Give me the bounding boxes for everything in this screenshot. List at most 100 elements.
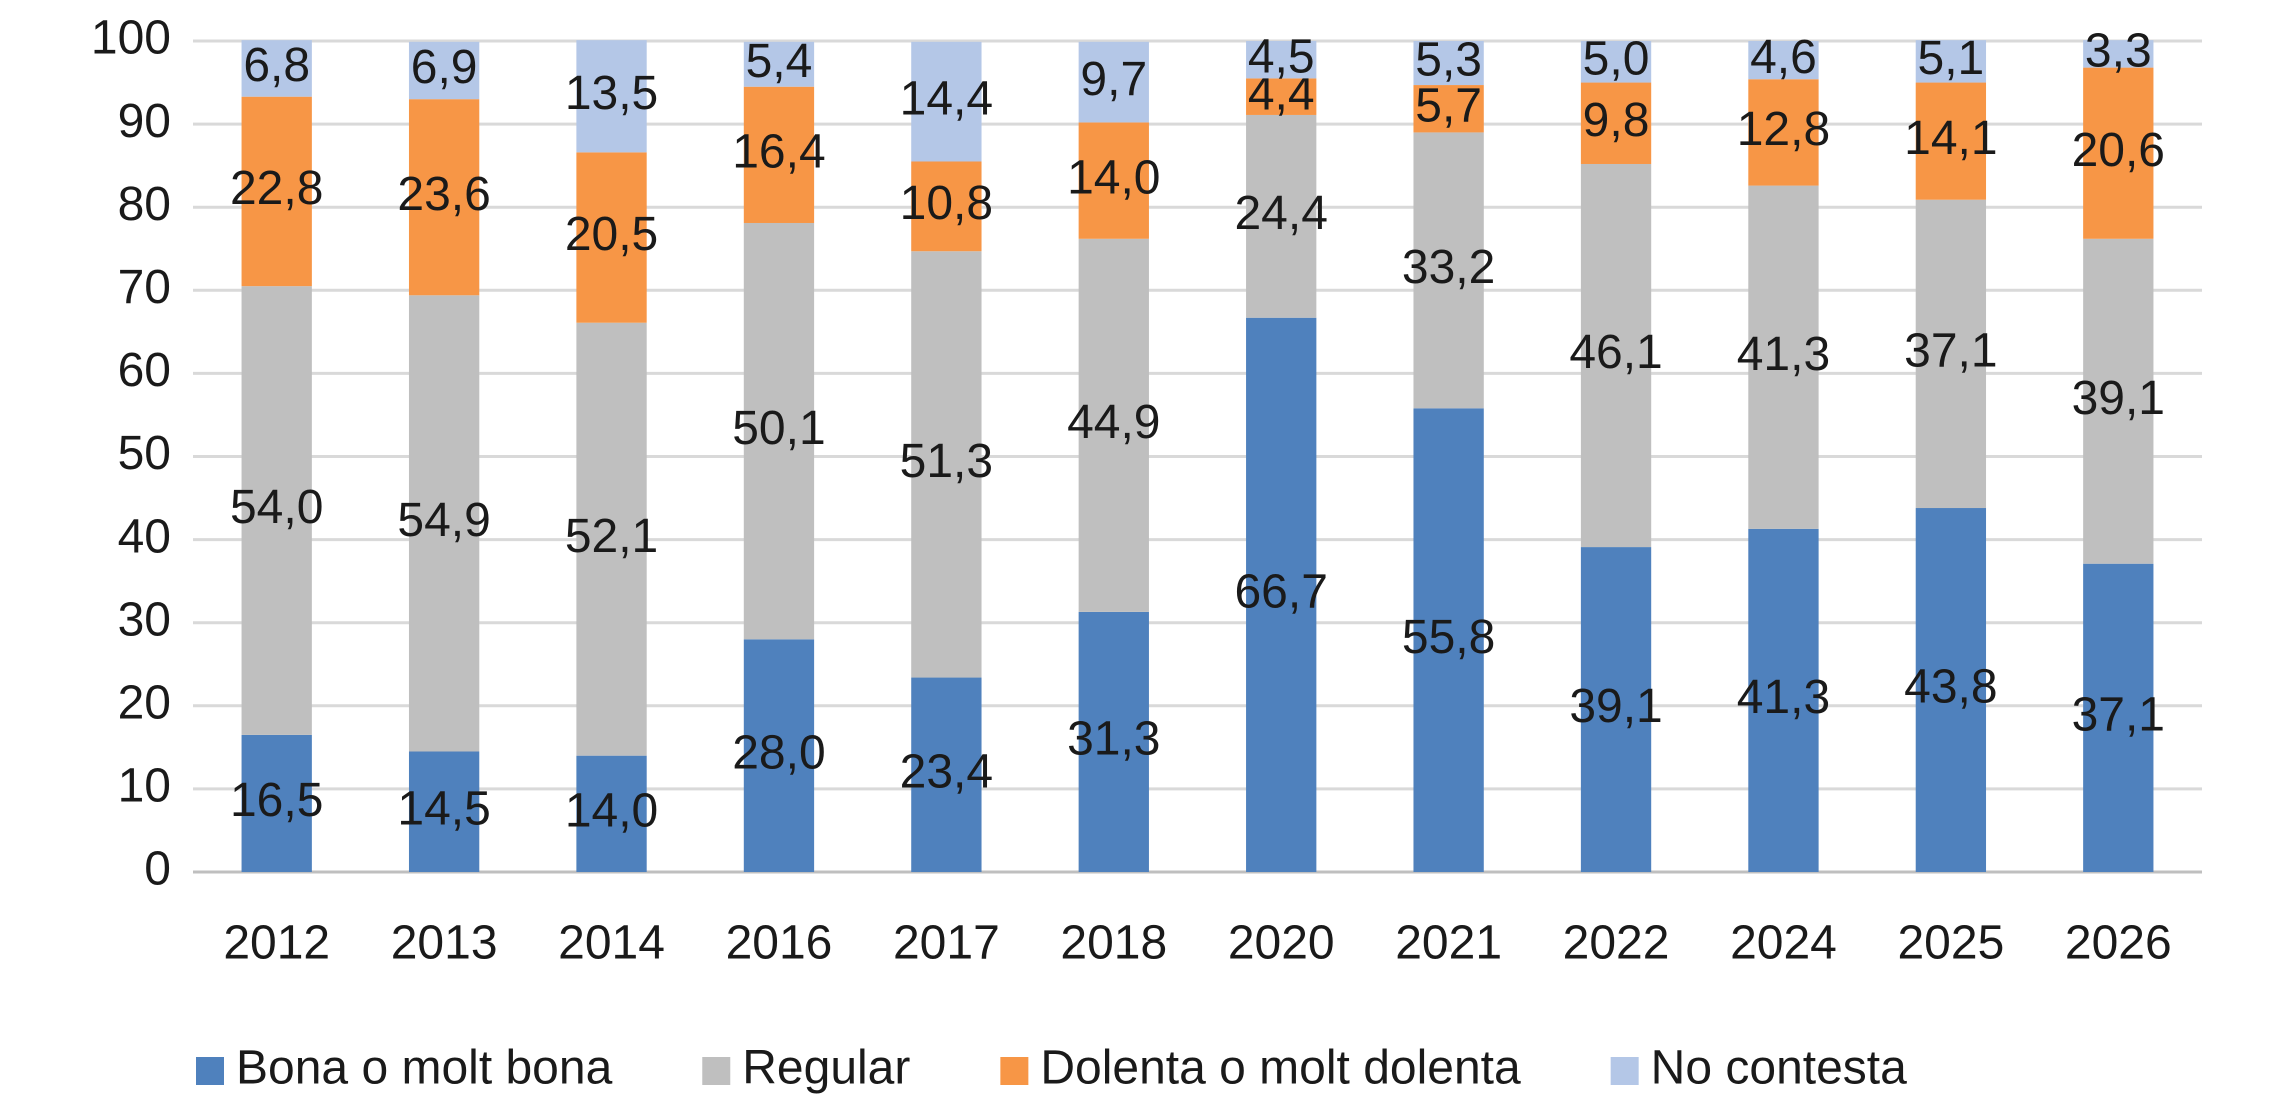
data-label: 55,8 — [1402, 611, 1495, 664]
bar-segment — [408, 99, 480, 296]
bar-segment — [1078, 41, 1149, 123]
bar-segment — [1748, 185, 1819, 529]
data-label: 5,3 — [1415, 34, 1482, 87]
data-label: 4,5 — [1248, 30, 1315, 83]
data-label: 9,8 — [1583, 94, 1650, 147]
bar-segment — [241, 40, 312, 97]
data-label: 43,8 — [1904, 661, 1997, 714]
data-label: 16,4 — [732, 126, 825, 179]
bar-segment — [1246, 114, 1317, 318]
data-label: 14,5 — [397, 782, 490, 835]
data-label: 4,6 — [1750, 31, 1817, 84]
x-tick-label: 2013 — [391, 917, 498, 970]
data-label: 28,0 — [732, 726, 825, 779]
data-label: 54,9 — [397, 494, 490, 547]
bar-segment — [408, 751, 480, 872]
y-tick-label: 70 — [118, 261, 171, 314]
legend-label: Regular — [742, 1042, 910, 1095]
y-tick-label: 10 — [118, 760, 171, 813]
legend-swatch — [702, 1057, 731, 1085]
data-label: 39,1 — [2072, 372, 2165, 425]
y-tick-label: 40 — [118, 510, 171, 563]
bar-segment — [1580, 41, 1652, 83]
x-tick-label: 2018 — [1060, 917, 1167, 970]
bar-segment — [1078, 122, 1149, 239]
data-label: 9,7 — [1080, 53, 1147, 106]
data-label: 5,4 — [746, 35, 813, 88]
bar-segment — [1078, 611, 1149, 872]
bar-segment — [1748, 79, 1819, 186]
x-tick-label: 2022 — [1563, 917, 1670, 970]
bar-segment — [911, 161, 982, 252]
data-label: 5,1 — [1918, 32, 1985, 85]
y-tick-label: 0 — [144, 843, 171, 896]
bar-segment — [1748, 41, 1819, 80]
y-tick-label: 90 — [118, 95, 171, 148]
data-label: 5,7 — [1415, 79, 1482, 132]
x-tick-label: 2016 — [726, 917, 833, 970]
bar-segment — [911, 41, 982, 162]
bar-segment — [2083, 67, 2154, 239]
data-label: 51,3 — [900, 435, 993, 488]
y-tick-label: 30 — [118, 593, 171, 646]
data-label: 46,1 — [1569, 326, 1662, 379]
data-label: 14,0 — [1067, 151, 1160, 204]
data-label: 14,4 — [900, 72, 993, 125]
x-tick-label: 2017 — [893, 917, 1000, 970]
legend-swatch — [196, 1057, 224, 1085]
bar-segment — [1580, 163, 1652, 548]
bar-segment — [1915, 82, 1987, 200]
bar-segment — [1246, 317, 1317, 872]
data-label: 10,8 — [900, 177, 993, 230]
bar-segment — [1915, 40, 1987, 83]
data-label: 14,0 — [565, 785, 658, 838]
data-label: 5,0 — [1583, 32, 1650, 85]
bar-segment — [241, 96, 312, 287]
bar-segment — [1413, 41, 1484, 86]
data-label: 66,7 — [1234, 566, 1327, 619]
data-label: 14,1 — [1904, 112, 1997, 165]
bar-segment — [576, 322, 647, 756]
y-tick-label: 20 — [118, 676, 171, 729]
data-label: 3,3 — [2085, 25, 2152, 78]
bar-segment — [576, 152, 647, 323]
bar-segment — [1580, 82, 1652, 164]
data-label: 12,8 — [1737, 103, 1830, 156]
data-label: 20,5 — [565, 208, 658, 261]
bar-segment — [408, 295, 480, 752]
x-tick-label: 2014 — [558, 917, 665, 970]
bar-segment — [1246, 78, 1317, 115]
data-label: 31,3 — [1067, 713, 1160, 766]
x-tick-label: 2020 — [1228, 917, 1335, 970]
data-label: 44,9 — [1067, 396, 1160, 449]
bar-segment — [1580, 547, 1652, 872]
bar-segment — [911, 251, 982, 678]
bar-segment — [1413, 408, 1484, 872]
data-label: 20,6 — [2072, 124, 2165, 177]
data-label: 41,3 — [1737, 671, 1830, 724]
legend-swatch — [1610, 1057, 1639, 1085]
y-tick-label: 80 — [118, 178, 171, 231]
x-tick-label: 2025 — [1897, 917, 2004, 970]
y-tick-label: 100 — [91, 12, 171, 65]
data-label: 33,2 — [1402, 241, 1495, 294]
x-tick-label: 2021 — [1395, 917, 1502, 970]
bar-segment — [1413, 132, 1484, 409]
data-label: 6,9 — [411, 41, 478, 94]
data-label: 24,4 — [1234, 187, 1327, 240]
data-label: 23,6 — [397, 168, 490, 221]
bar-segment — [743, 41, 815, 87]
bar-segment — [241, 286, 312, 735]
bar-segment — [1413, 85, 1484, 133]
bar-segment — [408, 41, 480, 100]
y-tick-label: 50 — [118, 427, 171, 480]
data-label: 13,5 — [565, 67, 658, 120]
data-label: 16,5 — [230, 774, 323, 827]
data-label: 37,1 — [2072, 689, 2165, 742]
bar-segment — [2083, 563, 2154, 872]
bar-segment — [1915, 199, 1987, 509]
data-label: 6,8 — [243, 39, 310, 92]
bar-segment — [743, 86, 815, 223]
data-label: 37,1 — [1904, 325, 1997, 378]
